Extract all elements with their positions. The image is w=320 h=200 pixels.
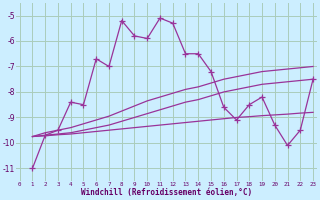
X-axis label: Windchill (Refroidissement éolien,°C): Windchill (Refroidissement éolien,°C) — [81, 188, 252, 197]
